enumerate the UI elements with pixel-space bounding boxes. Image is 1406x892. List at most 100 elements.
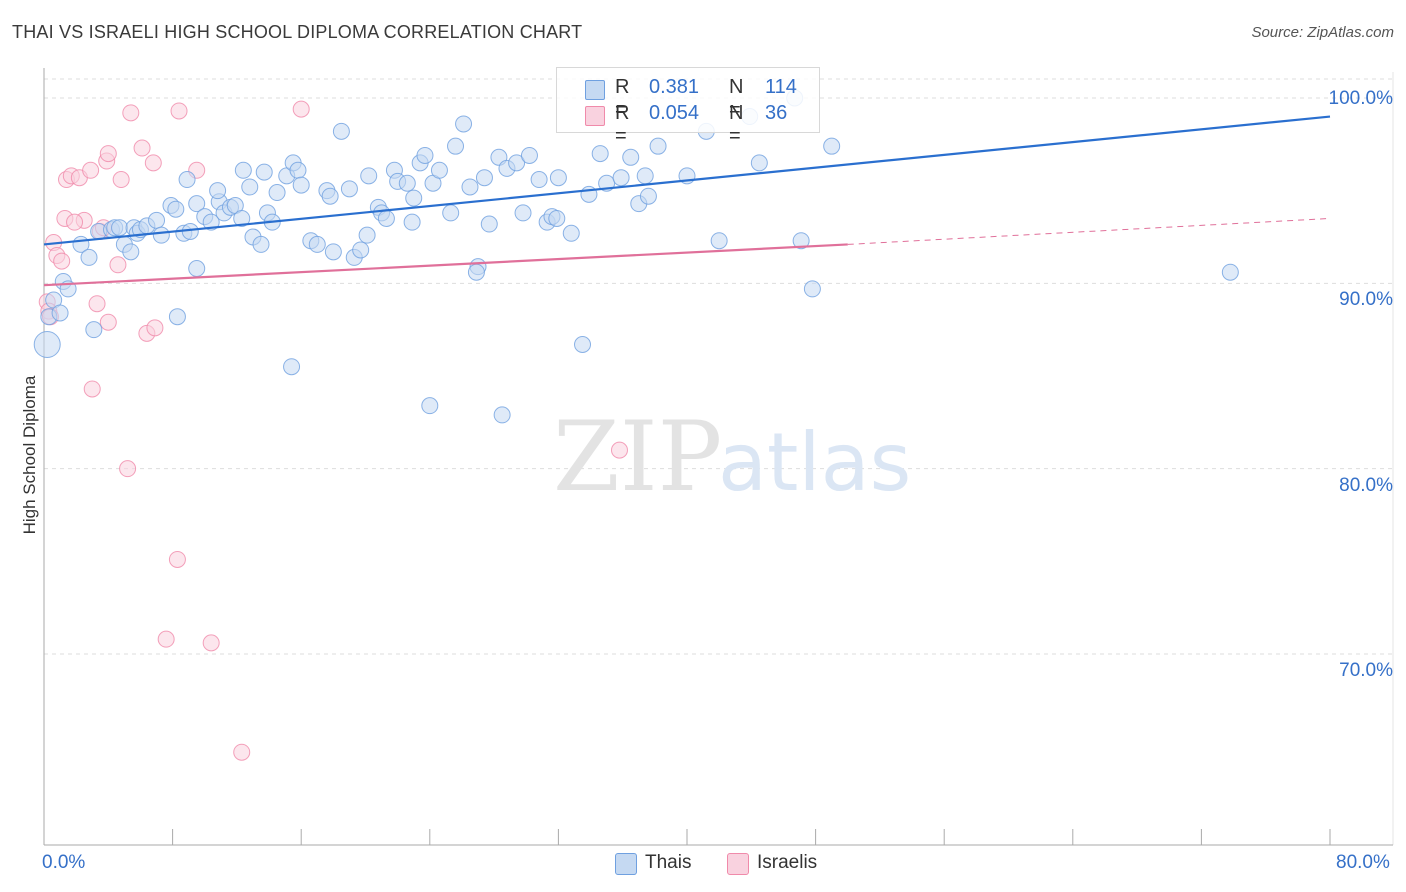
thais-point [475, 169, 493, 187]
thais-point [80, 248, 98, 266]
thais-point [51, 304, 69, 322]
thais-point [649, 137, 667, 155]
thais-point [467, 263, 485, 281]
thais-points [33, 89, 1239, 424]
israelis-point [82, 161, 100, 179]
thais-point [283, 358, 301, 376]
thais-point [167, 200, 185, 218]
thais-point [255, 163, 273, 181]
thais-swatch [585, 80, 605, 100]
thais-point [1221, 263, 1239, 281]
thais-point [340, 180, 358, 198]
legend-r-value: 0.054 [649, 102, 700, 124]
thais-point [636, 167, 654, 185]
thais-point [455, 115, 473, 133]
thais-point [85, 321, 103, 339]
israelis-swatch [585, 106, 605, 126]
israelis-point [99, 145, 117, 163]
thais-point [148, 211, 166, 229]
israelis-point [88, 295, 106, 313]
thais-point [823, 137, 841, 155]
thais-point [803, 280, 821, 298]
legend-r-label: R = [615, 76, 630, 121]
thais-point [514, 204, 532, 222]
thais-point [430, 161, 448, 179]
thais-point [122, 243, 140, 261]
thais-point [416, 146, 434, 164]
israelis-point [233, 743, 251, 761]
thais-point [548, 209, 566, 227]
watermark-atlas: atlas [718, 416, 911, 509]
israelis-point [109, 256, 127, 274]
thais-point [549, 169, 567, 187]
israelis-point [83, 380, 101, 398]
legend-r-label: R = [615, 102, 630, 147]
israelis-point [170, 102, 188, 120]
axes-layer [43, 68, 1393, 846]
thais-point [188, 195, 206, 213]
thais-point [233, 209, 251, 227]
israelis-point [133, 139, 151, 157]
thais-point [792, 232, 810, 250]
legend-r-value: 0.381 [649, 76, 700, 98]
israelis-trend-extension [847, 217, 1331, 245]
thais-trend-line [43, 115, 1331, 246]
thais-point [461, 178, 479, 196]
israelis-point [610, 441, 628, 459]
thais-point [750, 154, 768, 172]
thais-point [352, 241, 370, 259]
thais-point [152, 226, 170, 244]
thais-point [308, 235, 326, 253]
israelis-legend-label: Israelis [757, 852, 818, 873]
israelis-point [292, 100, 310, 118]
thais-point [241, 178, 259, 196]
thais-point [358, 226, 376, 244]
thais-point [321, 187, 339, 205]
y-axis-label: High School Diploma [20, 375, 39, 535]
israelis-point [146, 319, 164, 337]
thais-point [403, 213, 421, 231]
thais-point [398, 174, 416, 192]
thais-point [493, 406, 511, 424]
thais-point [447, 137, 465, 155]
legend-n-label: N = [729, 76, 744, 121]
thais-point [710, 232, 728, 250]
israelis-point [168, 550, 186, 568]
thais-point [639, 187, 657, 205]
israelis-point [66, 213, 84, 231]
legend-n-value: 114 [765, 76, 797, 98]
y-tick-label: 90.0% [1339, 289, 1393, 311]
y-tick-label: 80.0% [1339, 474, 1393, 496]
watermark-zip: ZIP [553, 401, 722, 513]
israelis-point [53, 252, 71, 270]
thais-point [508, 154, 526, 172]
thais-point [612, 169, 630, 187]
thais-point [332, 122, 350, 140]
israelis-point [99, 313, 117, 331]
thais-point [268, 184, 286, 202]
israelis-trend-line [43, 243, 848, 287]
thais-point [33, 330, 61, 358]
watermark: ZIP atlas [553, 401, 911, 513]
trend-layer [43, 115, 1331, 287]
thais-point [442, 204, 460, 222]
thais-point [520, 146, 538, 164]
thais-point [202, 213, 220, 231]
thais-point [360, 167, 378, 185]
israelis-point [119, 460, 137, 478]
thais-point [292, 176, 310, 194]
x-tick-label-max: 80.0% [1336, 852, 1390, 873]
thais-point [574, 335, 592, 353]
thais-point [377, 209, 395, 227]
y-tick-label: 100.0% [1328, 88, 1393, 109]
thais-point [591, 145, 609, 163]
thais-point [188, 260, 206, 278]
thais-point [111, 219, 129, 237]
thais-point [480, 215, 498, 233]
israelis-point [112, 171, 130, 189]
thais-point [168, 308, 186, 326]
israelis-point [144, 154, 162, 172]
thais-point [622, 148, 640, 166]
israelis-point [122, 104, 140, 122]
